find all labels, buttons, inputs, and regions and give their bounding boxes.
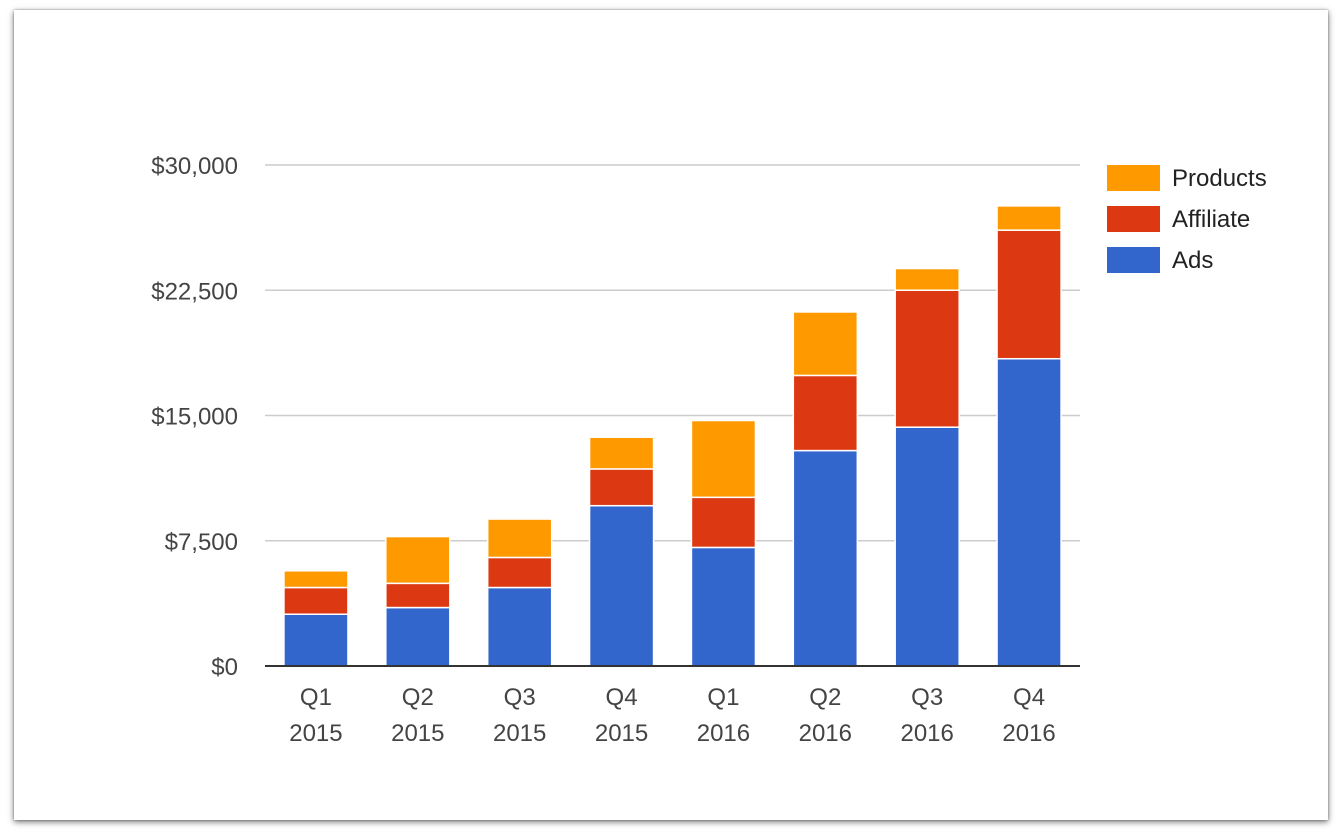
bar-ads-2: [486, 586, 553, 667]
bar-products-1: [385, 535, 451, 585]
bar-affiliate-7: [996, 229, 1062, 360]
bar-affiliate-6: [894, 289, 960, 428]
legend-label-affiliate: Affiliate: [1172, 206, 1250, 233]
x-tick-label: 2015: [493, 720, 546, 747]
y-tick-label: $15,000: [151, 404, 238, 431]
bar-products-5: [792, 311, 859, 377]
bar-products-3: [588, 436, 655, 470]
legend-label-products: Products: [1172, 165, 1267, 192]
x-tick-label: Q2: [402, 684, 434, 711]
bar-ads-7: [996, 357, 1062, 667]
bar-ads-6: [894, 426, 960, 667]
bar-affiliate-2: [486, 556, 553, 589]
x-tick-label: 2015: [289, 720, 342, 747]
x-tick-label: 2016: [799, 720, 852, 747]
bar-affiliate-1: [385, 582, 451, 609]
bar-ads-0: [283, 613, 349, 667]
legend-label-ads: Ads: [1172, 247, 1213, 274]
bar-ads-1: [385, 606, 451, 667]
bar-affiliate-0: [283, 586, 349, 615]
bar-products-2: [486, 518, 553, 559]
bar-products-4: [690, 419, 757, 499]
bar-ads-5: [792, 449, 859, 667]
x-tick-label: Q4: [1013, 684, 1045, 711]
bar-ads-3: [588, 504, 655, 667]
x-tick-label: Q3: [911, 684, 943, 711]
y-axis-tick-labels: $0 $7,500 $15,000 $22,500 $30,000: [151, 153, 238, 681]
bar-affiliate-4: [690, 496, 757, 549]
bar-affiliate-3: [588, 468, 655, 507]
bar-affiliate-5: [792, 374, 859, 452]
x-tick-label: 2016: [697, 720, 750, 747]
x-tick-label: 2015: [391, 720, 444, 747]
x-tick-label: 2015: [595, 720, 648, 747]
bar-products-7: [996, 205, 1062, 231]
legend: Products Affiliate Ads: [1107, 165, 1267, 274]
bar-ads-4: [690, 546, 757, 667]
legend-swatch-affiliate: [1107, 206, 1160, 232]
x-tick-label: Q1: [707, 684, 739, 711]
bars: [283, 205, 1062, 667]
bar-products-0: [283, 570, 349, 589]
y-tick-label: $30,000: [151, 153, 238, 180]
x-tick-label: Q2: [809, 684, 841, 711]
y-tick-label: $22,500: [151, 278, 238, 305]
bar-products-6: [894, 267, 960, 292]
x-tick-label: Q3: [504, 684, 536, 711]
x-axis-tick-labels: Q1 2015 Q2 2015 Q3 2015 Q4 2015 Q1 2016 Q2 2016 Q3 20…: [289, 684, 1056, 747]
y-tick-label: $7,500: [165, 529, 238, 556]
x-tick-label: 2016: [1002, 720, 1055, 747]
legend-swatch-products: [1107, 165, 1160, 191]
legend-swatch-ads: [1107, 247, 1160, 273]
x-tick-label: 2016: [900, 720, 953, 747]
y-tick-label: $0: [211, 654, 238, 681]
x-tick-label: Q4: [606, 684, 638, 711]
x-tick-label: Q1: [300, 684, 332, 711]
